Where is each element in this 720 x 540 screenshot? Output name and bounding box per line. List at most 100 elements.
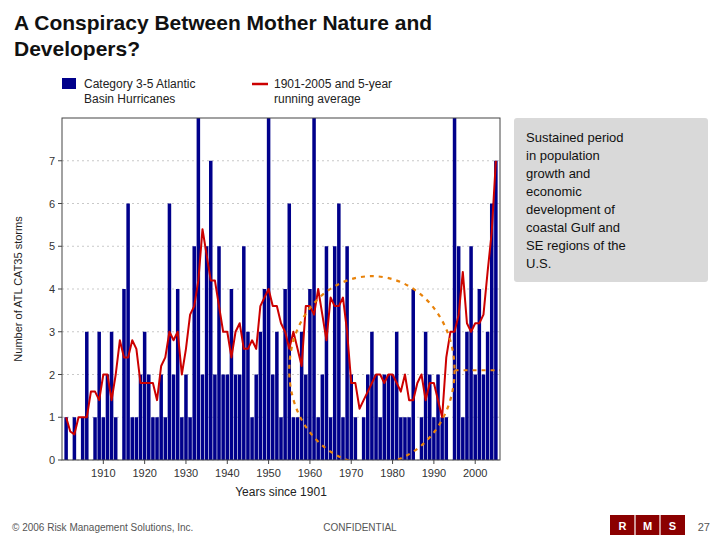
chart: A Conspiracy Between Mother Nature and De… xyxy=(0,0,720,540)
logo-letter: S xyxy=(669,520,676,532)
annotation: Sustained periodin populationgrowth ande… xyxy=(514,118,708,282)
bar xyxy=(403,417,407,460)
text-line: coastal Gulf and xyxy=(526,220,620,235)
footer-left: © 2006 Risk Management Solutions, Inc. xyxy=(12,522,193,533)
bar xyxy=(184,375,188,461)
bar xyxy=(395,332,399,460)
legend: Category 3-5 AtlanticBasin Hurricanes190… xyxy=(62,77,392,106)
text-line: A Conspiracy Between Mother Nature and xyxy=(14,11,432,34)
bar xyxy=(391,375,395,461)
annotation-box xyxy=(514,118,708,282)
bar xyxy=(221,375,225,461)
x-tick-label: 2000 xyxy=(463,467,487,479)
bar xyxy=(374,375,378,461)
bar xyxy=(226,375,230,461)
background xyxy=(0,0,720,540)
bar xyxy=(349,375,353,461)
bar xyxy=(383,375,387,461)
x-tick xyxy=(351,460,352,464)
text-line: Sustained period xyxy=(526,130,624,145)
bar xyxy=(399,417,403,460)
bar xyxy=(180,417,184,460)
bar xyxy=(469,246,473,460)
logo-letter: R xyxy=(619,520,627,532)
highlight-ellipse xyxy=(289,276,454,460)
y-tick xyxy=(58,417,62,418)
bar xyxy=(172,375,176,461)
bar xyxy=(81,417,85,460)
bar xyxy=(93,417,97,460)
y-tick xyxy=(58,374,62,375)
text-line: Basin Hurricanes xyxy=(84,92,175,106)
x-tick xyxy=(309,460,310,464)
legend-swatch xyxy=(62,78,76,89)
y-tick-label: 7 xyxy=(49,155,55,167)
bar xyxy=(230,289,234,460)
bar xyxy=(254,375,258,461)
bar xyxy=(279,417,283,460)
bar xyxy=(378,417,382,460)
y-tick-label: 0 xyxy=(49,454,55,466)
x-tick-label: 1930 xyxy=(174,467,198,479)
y-tick xyxy=(58,289,62,290)
bar xyxy=(155,417,159,460)
bar xyxy=(354,417,358,460)
bar xyxy=(312,118,316,460)
bar xyxy=(486,332,490,460)
text-line: in population xyxy=(526,148,600,163)
plot-area xyxy=(64,118,500,460)
bar xyxy=(213,375,217,461)
bar xyxy=(362,417,366,460)
bar xyxy=(139,375,143,461)
x-tick-label: 1960 xyxy=(298,467,322,479)
bar xyxy=(325,246,329,460)
bar-series xyxy=(64,118,497,460)
bar xyxy=(271,375,275,461)
bar xyxy=(159,375,163,461)
bar xyxy=(102,417,106,460)
bar xyxy=(304,375,308,461)
text-line: SE regions of the xyxy=(526,238,626,253)
x-tick-label: 1990 xyxy=(422,467,446,479)
text-line: Developers? xyxy=(14,37,140,60)
bar xyxy=(411,289,415,460)
bar xyxy=(296,417,300,460)
bar xyxy=(482,375,486,461)
y-axis-label: Number of ATL CAT35 storms xyxy=(12,216,24,362)
y-tick xyxy=(58,160,62,161)
x-tick-label: 1910 xyxy=(91,467,115,479)
logo-letter: M xyxy=(643,520,652,532)
x-tick xyxy=(475,460,476,464)
bar xyxy=(387,375,391,461)
bar xyxy=(209,161,213,460)
bar xyxy=(114,417,118,460)
footer-page: 27 xyxy=(698,521,710,533)
y-tick-label: 3 xyxy=(49,326,55,338)
text-line: growth and xyxy=(526,166,590,181)
logo-divider xyxy=(659,515,660,535)
legend-entry: 1901-2005 and 5-yearrunning average xyxy=(274,77,392,106)
bar xyxy=(473,375,477,461)
x-tick-label: 1970 xyxy=(339,467,363,479)
bar xyxy=(151,417,155,460)
bar xyxy=(436,375,440,461)
bar xyxy=(250,417,254,460)
bar xyxy=(494,161,498,460)
bar xyxy=(333,246,337,460)
bar xyxy=(263,289,267,460)
bar xyxy=(316,417,320,460)
bar xyxy=(147,375,151,461)
bar xyxy=(122,289,126,460)
bar xyxy=(461,417,465,460)
bar xyxy=(283,289,287,460)
text-line: running average xyxy=(274,92,361,106)
x-tick xyxy=(144,460,145,464)
bar xyxy=(192,246,196,460)
bar xyxy=(135,417,139,460)
bar xyxy=(445,417,449,460)
y-tick-label: 6 xyxy=(49,198,55,210)
bar xyxy=(370,332,374,460)
text-line: U.S. xyxy=(526,256,551,271)
line xyxy=(66,161,496,435)
bar xyxy=(73,417,77,460)
